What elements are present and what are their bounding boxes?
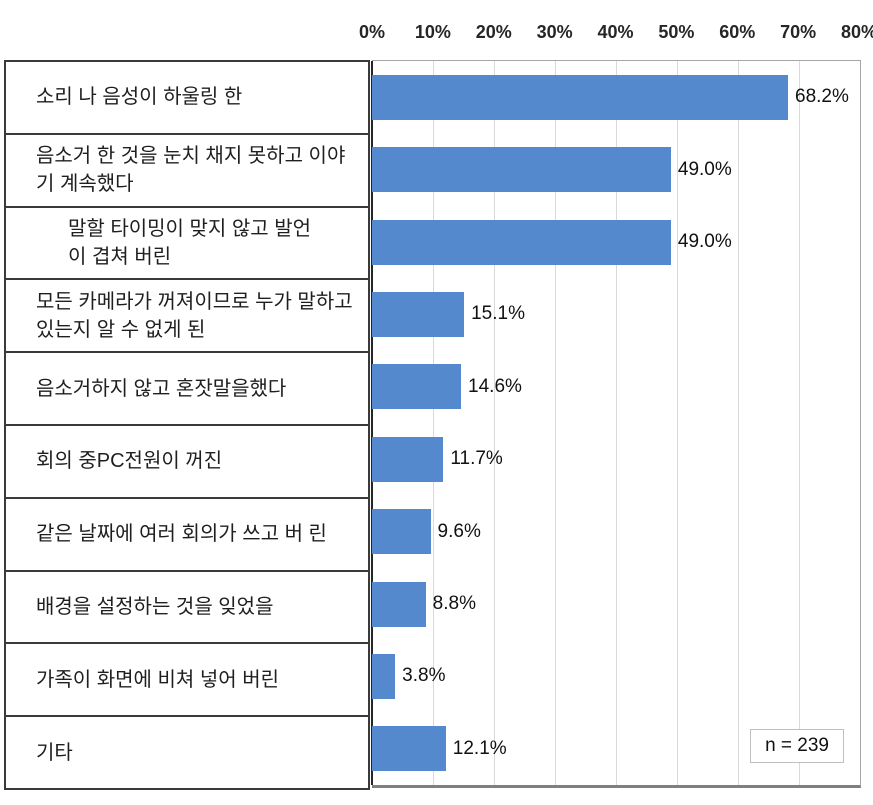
category-label: 음소거 한 것을 눈치 채지 못하고 이야기 계속했다: [6, 132, 368, 206]
x-tick-label: 10%: [414, 22, 451, 42]
x-tick-label: 60%: [719, 22, 756, 42]
value-label: 9.6%: [437, 520, 481, 542]
x-tick-label: 70%: [780, 22, 817, 42]
bar: [372, 726, 446, 772]
bar: [372, 219, 671, 265]
bar-row: 68.2%: [372, 61, 860, 133]
bar-row: 12.1%: [372, 713, 860, 785]
value-label: 49.0%: [677, 231, 732, 253]
category-label: 배경을 설정하는 것을 잊었을: [6, 569, 368, 643]
value-label: 14.6%: [468, 375, 522, 397]
x-axis: 0% 10% 20% 30% 40% 50% 60% 70% 80%: [359, 22, 873, 48]
value-label: 3.8%: [402, 665, 446, 687]
category-label: 같은 날짜에 여러 회의가 쓰고 버 린: [6, 496, 368, 570]
value-label: 12.1%: [452, 737, 507, 759]
bar-row: 14.6%: [372, 351, 860, 423]
category-label: 소리 나 음성이 하울링 한: [36, 86, 243, 109]
bar-rows: 68.2% 49.0% 49.0% 15.1% 14.6% 11.7% 9.6% 8.8% 3.…: [372, 61, 860, 785]
category-label: 회의 중PC전원이 꺼진: [6, 423, 368, 497]
gridline: [555, 61, 556, 785]
value-label: 49.0%: [677, 158, 732, 180]
bar: [372, 436, 444, 482]
bar-row: 8.8%: [372, 568, 860, 640]
x-tick-label: 40%: [597, 22, 634, 42]
x-tick-label: 30%: [536, 22, 573, 42]
bar-row: 15.1%: [372, 278, 860, 350]
bar-row: 11.7%: [372, 423, 860, 495]
value-label: 8.8%: [432, 593, 476, 615]
gridline: [616, 61, 617, 785]
x-tick-label: 80%: [840, 22, 873, 42]
x-tick-label: 50%: [658, 22, 695, 42]
x-tick-label: 20%: [475, 22, 512, 42]
plot-area: 68.2% 49.0% 49.0% 15.1% 14.6% 11.7% 9.6% 8.8% 3.…: [371, 60, 861, 788]
sample-size-badge: n = 239: [750, 729, 844, 763]
bar: [372, 291, 465, 337]
bar: [372, 147, 671, 193]
gridline: [799, 61, 800, 785]
gridline: [494, 61, 495, 785]
category-label: 기타: [6, 715, 368, 788]
bar: [372, 509, 431, 555]
value-label: 68.2%: [795, 86, 849, 108]
value-label: 11.7%: [450, 448, 503, 470]
bar: [372, 74, 789, 120]
bar: [372, 653, 396, 699]
value-label: 15.1%: [471, 303, 525, 325]
gridline: [738, 61, 739, 785]
bar: [372, 581, 426, 627]
gridline: [677, 61, 678, 785]
x-tick-label: 0%: [358, 22, 386, 42]
category-label: 가족이 화면에 비쳐 넣어 버린: [6, 642, 368, 715]
zero-axis-line: [371, 61, 373, 785]
gridline: [433, 61, 434, 785]
bar: [372, 364, 462, 410]
bar-row: 9.6%: [372, 495, 860, 567]
category-label: 모든 카메라가 꺼져이므로 누가 말하고 있는지 알 수 없게 된: [6, 278, 368, 351]
category-label: 말할 타이밍이 맞지 않고 발언 이 겹쳐 버린: [6, 205, 368, 279]
category-label: 음소거하지 않고 혼잣말을했다: [6, 351, 368, 424]
bar-row: 3.8%: [372, 640, 860, 712]
bar-row: 49.0%: [372, 133, 860, 205]
bar-row: 49.0%: [372, 206, 860, 278]
